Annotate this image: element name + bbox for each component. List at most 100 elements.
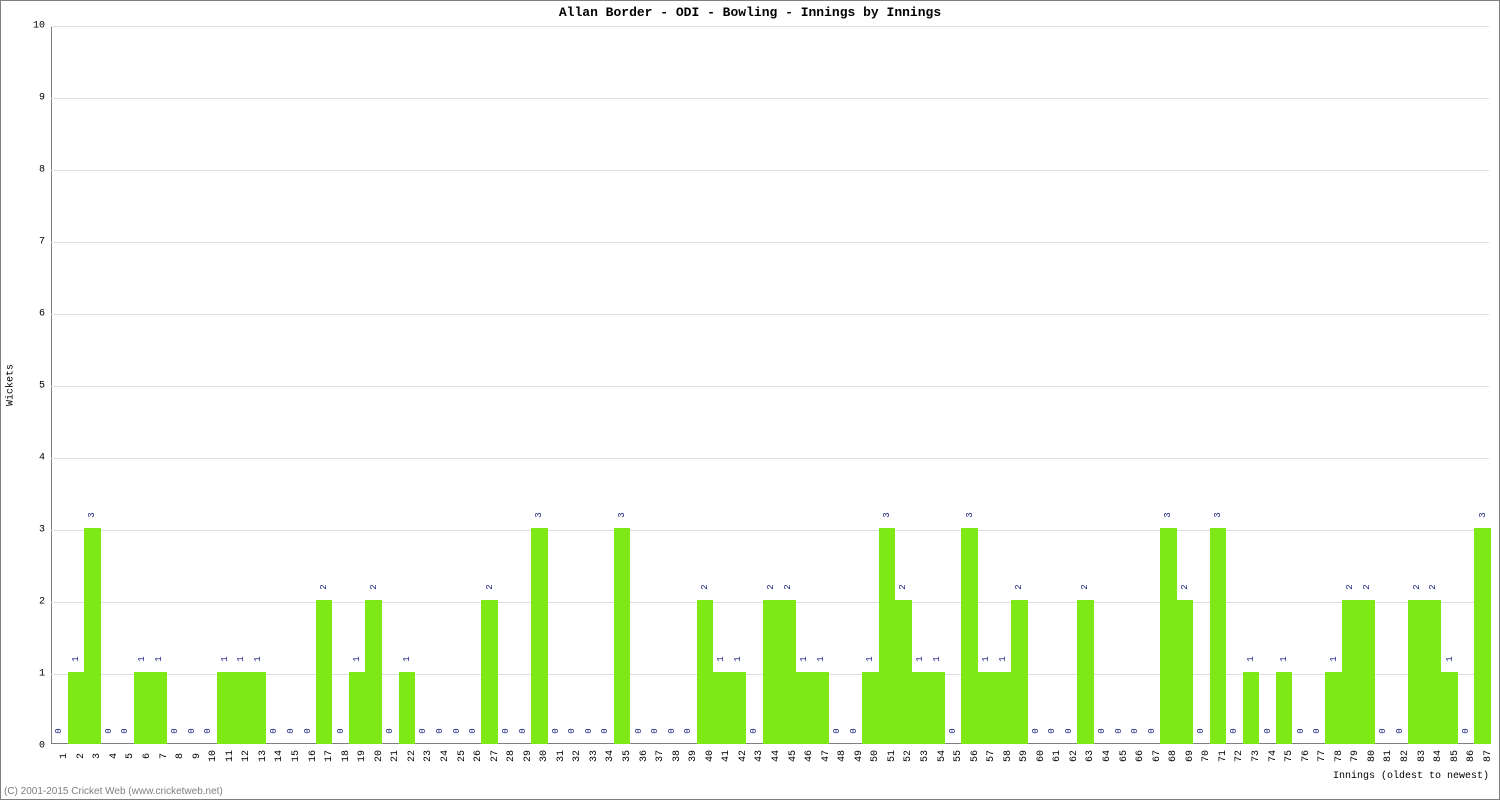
x-tick: 69 — [1185, 750, 1196, 762]
x-tick: 39 — [688, 750, 699, 762]
bar-value-label: 0 — [567, 728, 577, 733]
x-tick: 8 — [175, 753, 186, 759]
bar-value-label: 0 — [120, 728, 130, 733]
bar-value-label: 0 — [749, 728, 759, 733]
bar-value-label: 0 — [1097, 728, 1107, 733]
bar-value-label: 3 — [1213, 512, 1223, 517]
x-tick: 11 — [225, 750, 236, 762]
x-tick: 80 — [1367, 750, 1378, 762]
y-tick: 2 — [39, 597, 45, 608]
bar — [1474, 528, 1491, 744]
x-tick: 10 — [208, 750, 219, 762]
bar — [1342, 600, 1359, 744]
bar — [1160, 528, 1177, 744]
x-tick: 5 — [125, 753, 136, 759]
bar-value-label: 1 — [154, 656, 164, 661]
x-tick: 40 — [705, 750, 716, 762]
y-tick: 7 — [39, 237, 45, 248]
bar-value-label: 0 — [1378, 728, 1388, 733]
x-tick: 58 — [1003, 750, 1014, 762]
bar-value-label: 0 — [650, 728, 660, 733]
bar-value-label: 0 — [600, 728, 610, 733]
x-tick: 49 — [854, 750, 865, 762]
x-tick: 6 — [142, 753, 153, 759]
y-tick: 4 — [39, 453, 45, 464]
bar-value-label: 1 — [816, 656, 826, 661]
bar-value-label: 1 — [71, 656, 81, 661]
x-tick: 63 — [1085, 750, 1096, 762]
x-tick: 74 — [1268, 750, 1279, 762]
bar — [994, 672, 1011, 744]
x-tick: 41 — [721, 750, 732, 762]
bar-value-label: 1 — [998, 656, 1008, 661]
x-tick: 34 — [605, 750, 616, 762]
y-tick: 8 — [39, 165, 45, 176]
bar — [481, 600, 498, 744]
x-tick: 68 — [1168, 750, 1179, 762]
bar-value-label: 1 — [865, 656, 875, 661]
bar — [150, 672, 167, 744]
bar-value-label: 1 — [253, 656, 263, 661]
bar-value-label: 0 — [269, 728, 279, 733]
bar-value-label: 0 — [634, 728, 644, 733]
x-tick: 20 — [374, 750, 385, 762]
y-axis: Wickets 012345678910 — [1, 26, 51, 744]
bar — [796, 672, 813, 744]
bar-value-label: 1 — [1279, 656, 1289, 661]
x-tick: 52 — [903, 750, 914, 762]
x-tick: 18 — [341, 750, 352, 762]
x-tick: 2 — [76, 753, 87, 759]
bar-value-label: 0 — [518, 728, 528, 733]
bar-value-label: 2 — [1428, 584, 1438, 589]
x-tick: 79 — [1350, 750, 1361, 762]
x-tick: 77 — [1317, 750, 1328, 762]
x-tick: 17 — [324, 750, 335, 762]
y-tick: 1 — [39, 669, 45, 680]
x-tick: 3 — [92, 753, 103, 759]
x-axis-label: Innings (oldest to newest) — [1333, 771, 1489, 782]
x-tick: 4 — [109, 753, 120, 759]
x-tick: 44 — [771, 750, 782, 762]
bar-value-label: 0 — [501, 728, 511, 733]
bar-value-label: 0 — [336, 728, 346, 733]
bar — [1011, 600, 1028, 744]
bar-value-label: 2 — [1080, 584, 1090, 589]
y-tick: 5 — [39, 381, 45, 392]
bar-value-label: 1 — [915, 656, 925, 661]
bar-value-label: 2 — [1014, 584, 1024, 589]
x-tick: 70 — [1201, 750, 1212, 762]
bar-value-label: 0 — [1064, 728, 1074, 733]
bar — [1408, 600, 1425, 744]
bar-value-label: 0 — [1263, 728, 1273, 733]
bar-value-label: 1 — [1445, 656, 1455, 661]
bar — [134, 672, 151, 744]
x-tick: 28 — [506, 750, 517, 762]
x-tick: 25 — [457, 750, 468, 762]
x-tick: 29 — [523, 750, 534, 762]
bar — [614, 528, 631, 744]
x-tick: 55 — [953, 750, 964, 762]
bar — [1359, 600, 1376, 744]
x-tick: 12 — [241, 750, 252, 762]
bar-value-label: 1 — [1329, 656, 1339, 661]
x-tick: 30 — [539, 750, 550, 762]
bar-value-label: 0 — [948, 728, 958, 733]
x-tick: 71 — [1218, 750, 1229, 762]
x-tick: 53 — [920, 750, 931, 762]
bar-value-label: 0 — [849, 728, 859, 733]
bar-value-label: 1 — [220, 656, 230, 661]
bar — [316, 600, 333, 744]
bar-value-label: 0 — [187, 728, 197, 733]
bar-value-label: 0 — [551, 728, 561, 733]
gridline — [51, 530, 1489, 531]
x-tick: 78 — [1334, 750, 1345, 762]
plot-area: 0130011000111000201201000020030000300002… — [51, 26, 1489, 744]
bar — [779, 600, 796, 744]
x-tick: 13 — [258, 750, 269, 762]
bar-value-label: 0 — [435, 728, 445, 733]
chart-title: Allan Border - ODI - Bowling - Innings b… — [1, 5, 1499, 20]
x-tick: 26 — [473, 750, 484, 762]
bar-value-label: 3 — [882, 512, 892, 517]
bar-value-label: 0 — [452, 728, 462, 733]
bar-value-label: 2 — [319, 584, 329, 589]
